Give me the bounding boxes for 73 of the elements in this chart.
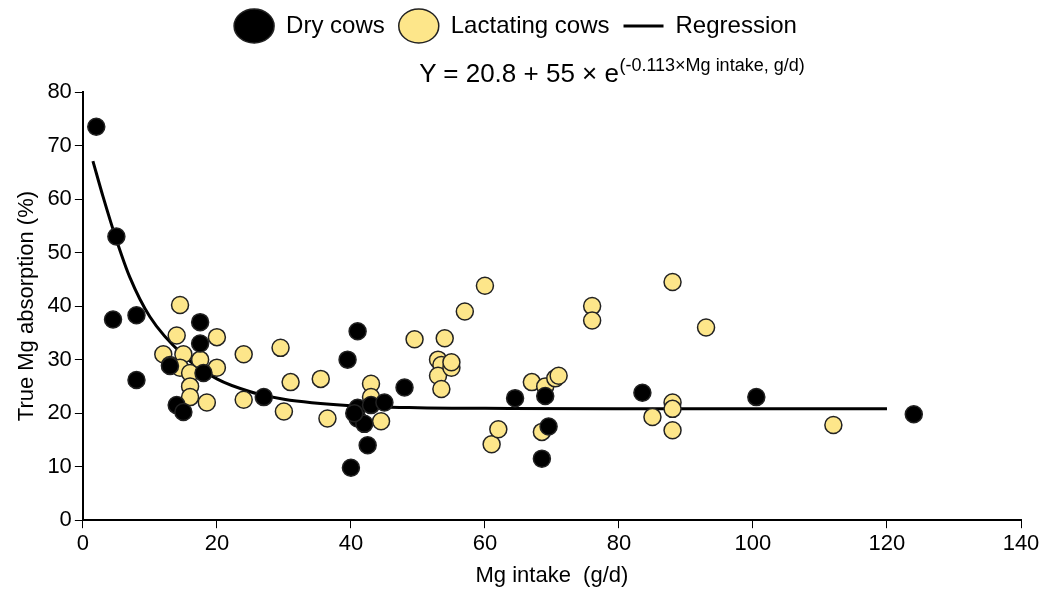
x-tick-label: 80 (606, 530, 632, 556)
point (318, 409, 337, 428)
point (582, 311, 602, 330)
y-tick-label: 20 (47, 399, 72, 425)
point (207, 327, 227, 347)
legend-label: Dry cows (286, 10, 385, 38)
y-tick-label: 80 (47, 78, 72, 104)
point (234, 345, 253, 364)
point (405, 330, 424, 349)
point (281, 372, 300, 392)
x-tick-label: 140 (1002, 530, 1040, 556)
y-tick-label: 30 (47, 345, 72, 371)
point (338, 350, 357, 369)
point (174, 402, 193, 422)
x-tick-label: 120 (868, 530, 906, 556)
x-tick-label: 0 (76, 530, 89, 556)
point (535, 386, 555, 406)
point (274, 402, 294, 421)
point (663, 421, 682, 440)
point (747, 387, 766, 407)
point (696, 318, 716, 337)
point (442, 353, 461, 372)
y-axis-title: True Mg absorption (%) (13, 190, 39, 422)
point (348, 322, 367, 341)
point (107, 227, 126, 246)
x-tick-label: 40 (338, 530, 364, 556)
point (435, 328, 454, 348)
point (170, 295, 190, 315)
point (127, 370, 146, 390)
point (194, 363, 213, 383)
point (505, 388, 525, 408)
point (904, 404, 924, 424)
point (358, 436, 377, 455)
y-tick-label: 50 (47, 238, 72, 264)
x-axis-title: Mg intake (g/d) (475, 561, 629, 587)
point (371, 411, 391, 431)
point (190, 334, 210, 353)
point (87, 117, 106, 137)
point (345, 403, 364, 423)
point (489, 419, 508, 439)
point (375, 393, 394, 412)
point (127, 305, 146, 325)
y-tick-label: 40 (47, 292, 72, 318)
point (271, 338, 290, 358)
point (643, 407, 662, 427)
legend-label: Lactating cows (450, 10, 610, 38)
point (539, 417, 558, 436)
point (432, 379, 451, 399)
x-tick-label: 100 (734, 530, 772, 556)
point (482, 434, 501, 454)
point (395, 378, 414, 397)
x-tick-label: 60 (472, 530, 498, 556)
point (663, 272, 682, 292)
point (532, 449, 552, 468)
point (254, 387, 274, 407)
point (234, 390, 253, 410)
point (824, 415, 843, 435)
y-tick-label: 70 (47, 131, 72, 157)
point (311, 369, 330, 389)
legend-label: Regression (675, 10, 797, 38)
point (103, 310, 123, 329)
point (167, 326, 186, 345)
y-tick-label: 10 (47, 452, 72, 478)
point (475, 276, 495, 296)
point (663, 399, 682, 419)
point (341, 458, 361, 477)
y-tick-label: 0 (59, 506, 72, 532)
y-tick-label: 60 (47, 185, 72, 211)
point (633, 383, 652, 403)
point (190, 312, 210, 332)
x-tick-label: 20 (204, 530, 230, 556)
point (197, 393, 217, 412)
point (455, 302, 475, 321)
